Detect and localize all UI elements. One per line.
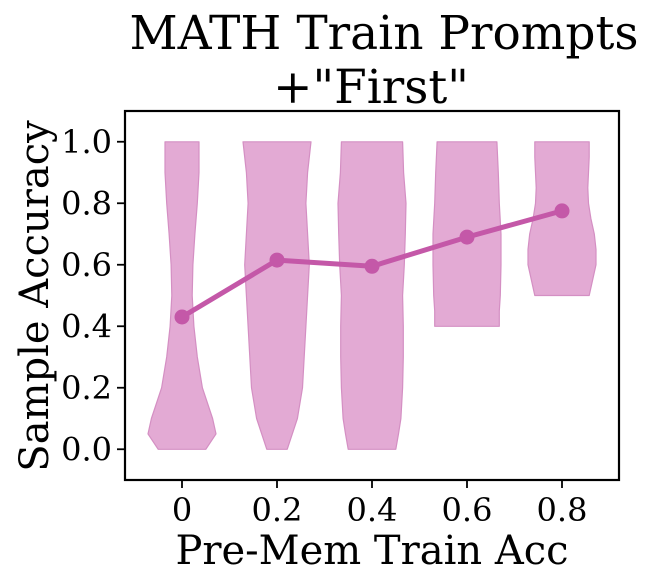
chart-title-line-2: +"First" [273, 60, 469, 115]
y-axis-label: Sample Accuracy [12, 120, 58, 472]
mean-point-0 [174, 309, 190, 325]
violin-2 [337, 141, 407, 450]
mean-line-group [174, 203, 570, 325]
mean-point-2 [364, 258, 380, 274]
violin-1 [242, 141, 312, 450]
y-axis-ticks: 0.0 0.2 0.4 0.6 0.8 1.0 [61, 123, 125, 468]
x-tick-label: 0.8 [537, 491, 588, 529]
x-tick-label: 0.6 [442, 491, 493, 529]
x-axis-label: Pre-Mem Train Acc [175, 528, 568, 574]
y-tick-label: 0.6 [61, 246, 112, 284]
mean-point-1 [269, 252, 285, 268]
mean-point-3 [459, 229, 475, 245]
y-tick-label: 0.0 [61, 430, 112, 468]
violin-0 [147, 141, 217, 450]
x-tick-label: 0.4 [347, 491, 398, 529]
chart-title-line-1: MATH Train Prompts [130, 6, 639, 61]
violin-group [147, 141, 597, 450]
x-tick-label: 0 [172, 491, 192, 529]
y-tick-label: 0.2 [61, 369, 112, 407]
mean-point-4 [554, 203, 570, 219]
y-tick-label: 0.4 [61, 307, 112, 345]
x-axis-ticks: 0 0.2 0.4 0.6 0.8 [172, 480, 588, 529]
x-tick-label: 0.2 [252, 491, 303, 529]
y-tick-label: 0.8 [61, 184, 112, 222]
y-tick-label: 1.0 [61, 123, 112, 161]
violin-4 [527, 141, 597, 297]
chart-title: MATH Train Prompts +"First" [130, 6, 639, 115]
